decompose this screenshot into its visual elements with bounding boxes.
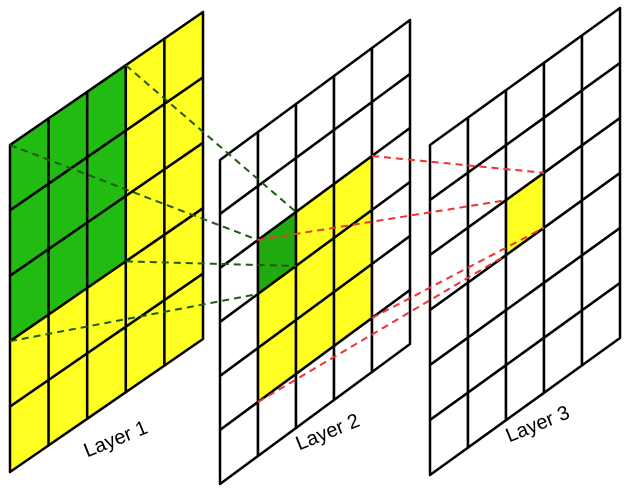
connection-line xyxy=(9,293,259,343)
connection-line xyxy=(125,64,297,213)
grid-cell xyxy=(370,288,412,374)
grid-cell xyxy=(163,272,205,367)
connection-line xyxy=(9,144,259,241)
connection-line xyxy=(371,155,545,174)
grid-cell xyxy=(580,281,622,367)
connection-line xyxy=(125,260,297,267)
layer-label: Layer 1 xyxy=(81,417,151,462)
connection-line xyxy=(257,254,507,403)
connection-line xyxy=(371,226,545,319)
grids xyxy=(8,6,622,486)
connections xyxy=(9,64,545,403)
connection-line xyxy=(257,199,507,241)
